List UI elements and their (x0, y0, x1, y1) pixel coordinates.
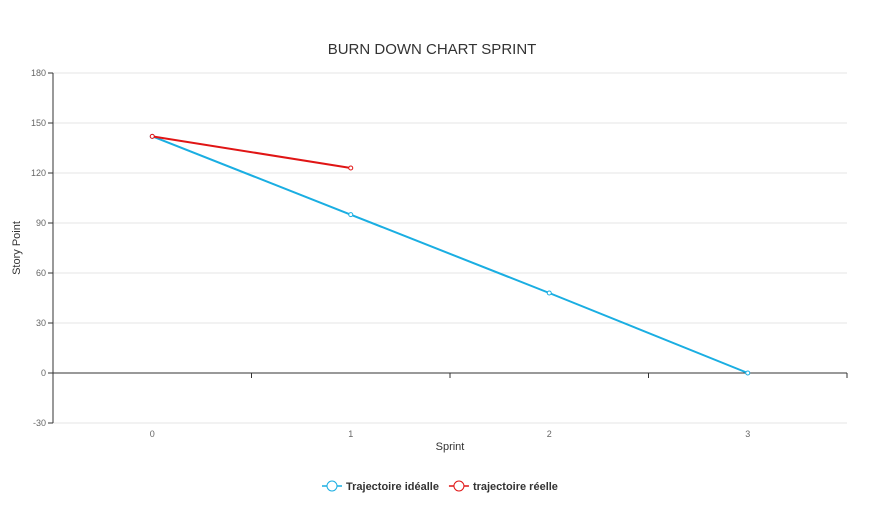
series-layer (149, 133, 751, 376)
legend-item-1[interactable]: trajectoire réelle (448, 480, 558, 493)
y-tick-label: 180 (31, 68, 46, 78)
data-point[interactable] (546, 290, 552, 296)
series-line-0 (151, 135, 749, 374)
y-tick-label: 60 (36, 268, 46, 278)
axes (48, 72, 848, 424)
data-point[interactable] (745, 370, 751, 376)
y-tick-label: 150 (31, 118, 46, 128)
data-point[interactable] (149, 133, 155, 139)
grid-lines (53, 72, 847, 424)
x-axis-title: Sprint (436, 441, 465, 453)
y-tick-label: 30 (36, 318, 46, 328)
data-point[interactable] (348, 212, 354, 218)
data-point[interactable] (348, 165, 354, 171)
y-axis-title: Story Point (11, 221, 23, 275)
series-line-1 (152, 135, 351, 169)
legend-marker (326, 480, 338, 492)
tick-labels: -30 0 30 60 90 120 150 180 0 1 2 3 (31, 68, 750, 439)
y-tick-label: 120 (31, 168, 46, 178)
y-tick-label: 90 (36, 218, 46, 228)
legend-label: Trajectoire idéalle (346, 481, 439, 493)
x-tick-label: 2 (547, 429, 552, 439)
chart-title: BURN DOWN CHART SPRINT (328, 41, 537, 58)
legend-item-0[interactable]: Trajectoire idéalle (322, 480, 439, 493)
legend-label: trajectoire réelle (473, 481, 558, 493)
legend-marker (453, 480, 465, 492)
x-tick-label: 3 (745, 429, 750, 439)
x-tick-label: 1 (348, 429, 353, 439)
y-tick-label: 0 (41, 368, 46, 378)
x-tick-label: 0 (150, 429, 155, 439)
y-tick-label: -30 (33, 418, 46, 428)
legend: Trajectoire idéalle trajectoire réelle (322, 480, 558, 493)
